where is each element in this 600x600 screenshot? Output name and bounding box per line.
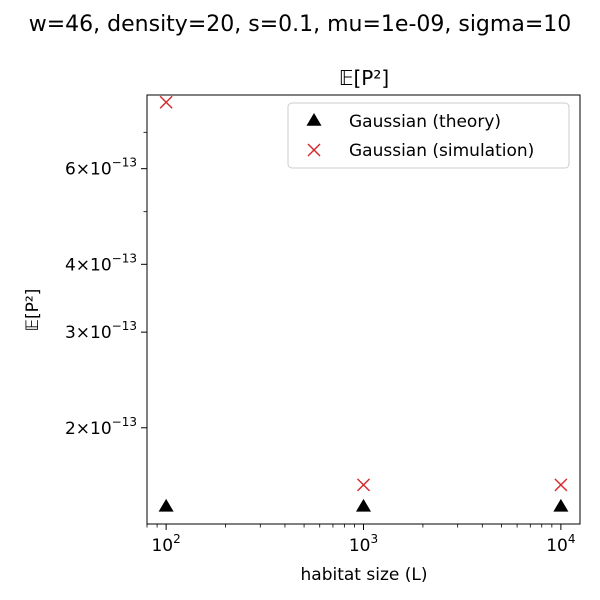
- y-tick-exponent: −13: [112, 251, 137, 265]
- x-tick-exponent: 2: [173, 532, 181, 546]
- y-tick-label: 3×10−13: [65, 319, 137, 343]
- x-axis-label: habitat size (L): [301, 565, 428, 585]
- y-tick-mantissa: 6×10: [65, 160, 112, 180]
- theory-point: [158, 498, 174, 512]
- legend-label: Gaussian (simulation): [349, 141, 534, 161]
- y-axis: 2×10−133×10−134×10−136×10−13: [65, 131, 147, 439]
- x-tick-base: 10: [349, 536, 371, 556]
- figure-suptitle: w=46, density=20, s=0.1, mu=1e-09, sigma…: [29, 12, 572, 37]
- y-tick-exponent: −13: [112, 319, 137, 333]
- y-tick-mantissa: 4×10: [65, 255, 112, 275]
- x-tick-base: 10: [151, 536, 173, 556]
- x-tick-label: 104: [546, 532, 575, 556]
- y-tick-exponent: −13: [112, 156, 137, 170]
- y-tick-label: 2×10−13: [65, 415, 137, 439]
- y-tick-label: 4×10−13: [65, 251, 137, 275]
- axes-title: 𝔼[P²]: [339, 66, 389, 90]
- x-tick-exponent: 3: [371, 532, 379, 546]
- y-tick-mantissa: 3×10: [65, 323, 112, 343]
- y-axis-label: 𝔼[P²]: [23, 289, 43, 332]
- legend-label: Gaussian (theory): [349, 112, 501, 132]
- x-tick-exponent: 4: [568, 532, 576, 546]
- axes-title-text: 𝔼[P²]: [339, 66, 389, 90]
- simulation-point: [554, 478, 568, 492]
- x-tick-label: 102: [151, 532, 180, 556]
- y-tick-exponent: −13: [112, 415, 137, 429]
- simulation-point: [357, 478, 370, 492]
- data-markers: [158, 95, 569, 512]
- legend-simulation-marker: [307, 143, 321, 157]
- y-tick-mantissa: 2×10: [65, 419, 112, 439]
- legend-theory-marker: [306, 113, 322, 126]
- theory-point: [355, 498, 372, 512]
- x-tick-base: 10: [546, 536, 568, 556]
- x-tick-label: 103: [349, 532, 378, 556]
- y-tick-label: 6×10−13: [65, 156, 137, 180]
- x-axis: 102 103 104: [146, 524, 576, 556]
- legend-box: [287, 102, 570, 169]
- legend-items: Gaussian (theory) Gaussian (simulation): [306, 112, 534, 161]
- theory-point: [553, 498, 569, 512]
- legend: Gaussian (theory) Gaussian (simulation): [287, 102, 570, 169]
- simulation-point: [159, 95, 173, 109]
